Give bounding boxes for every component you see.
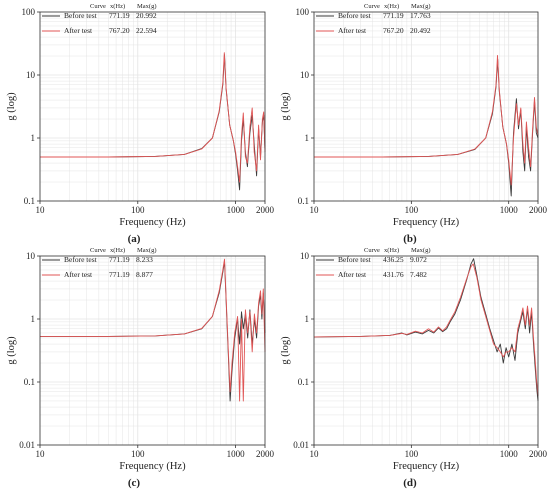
legend-x: 771.19	[109, 11, 130, 20]
axis-frame	[313, 11, 539, 202]
axis-frame	[39, 255, 266, 446]
plot-area	[314, 256, 538, 445]
legend-name: After test	[64, 270, 93, 279]
x-tick-label: 2000	[256, 449, 275, 459]
legend-max: 8.877	[136, 270, 153, 279]
legend-max: 7.482	[410, 270, 427, 279]
chart-panel-2: 10 100 1000 2000 0.1 1 10 100 Frequency (Hz) g (l…	[280, 3, 548, 228]
legend-x: 771.19	[383, 11, 404, 20]
legend-header-x: x(Hz)	[110, 247, 125, 254]
legend-x: 436.25	[383, 255, 404, 264]
x-tick-label: 10	[310, 449, 320, 459]
y-tick-label: 1	[31, 314, 36, 324]
legend-x: 431.76	[383, 270, 404, 279]
x-tick-label: 1000	[227, 449, 246, 459]
panel-label: (c)	[128, 477, 141, 489]
x-tick-label: 10	[36, 449, 46, 459]
x-tick-label: 1000	[500, 205, 519, 215]
legend-name: Before test	[64, 11, 98, 20]
legend-name: After test	[64, 26, 93, 35]
y-axis-label: g (log)	[280, 336, 291, 365]
series-line-after	[314, 54, 539, 186]
legend: Curve x(Hz) Max(g) Before test 771.19 8.233 Af…	[42, 247, 157, 279]
legend-header-max: Max(g)	[411, 247, 431, 254]
y-tick-label: 100	[22, 7, 36, 17]
y-tick-label: 0.1	[298, 196, 309, 206]
legend-header-max: Max(g)	[411, 3, 431, 10]
chart-panel-3: 10 100 1000 2000 0.01 0.1 1 10 Frequency (Hz) g (…	[6, 247, 275, 472]
legend-x: 767.20	[109, 26, 130, 35]
panel-label: (d)	[403, 477, 417, 489]
y-tick-label: 1	[305, 133, 310, 143]
legend-header-x: x(Hz)	[110, 3, 125, 10]
legend-x: 771.19	[109, 270, 130, 279]
x-tick-label: 2000	[529, 449, 548, 459]
x-tick-label: 10	[36, 205, 46, 215]
legend-header-curve: Curve	[364, 247, 380, 254]
x-tick-label: 100	[405, 205, 419, 215]
legend-header-max: Max(g)	[137, 247, 157, 254]
axis-frame	[313, 255, 539, 446]
axis-frame	[39, 11, 266, 202]
legend-name: After test	[338, 26, 367, 35]
y-tick-label: 10	[300, 70, 310, 80]
legend-header-max: Max(g)	[137, 3, 157, 10]
y-tick-label: 1	[31, 133, 36, 143]
y-axis-label: g (log)	[280, 92, 291, 121]
x-tick-label: 10	[310, 205, 320, 215]
y-tick-label: 10	[26, 70, 36, 80]
legend-max: 22.594	[136, 26, 157, 35]
legend-name: Before test	[338, 255, 372, 264]
x-tick-label: 100	[131, 449, 145, 459]
y-tick-label: 0.1	[24, 377, 35, 387]
y-tick-label: 1	[305, 314, 310, 324]
legend-header-curve: Curve	[90, 247, 106, 254]
series-line-after	[40, 52, 266, 183]
legend-name: Before test	[64, 255, 98, 264]
y-tick-label: 0.1	[24, 196, 35, 206]
series-line-after	[313, 263, 539, 397]
legend-max: 8.233	[136, 255, 153, 264]
x-tick-label: 100	[131, 205, 145, 215]
y-tick-label: 0.1	[298, 377, 309, 387]
legend-name: After test	[338, 270, 367, 279]
y-tick-label: 0.01	[19, 440, 35, 450]
chart-panel-1: 10 100 1000 2000 0.1 1 10 100 Frequency (Hz) g (l…	[6, 3, 275, 228]
legend-header-x: x(Hz)	[384, 3, 399, 10]
y-tick-label: 10	[300, 251, 310, 261]
y-tick-label: 100	[296, 7, 310, 17]
series-line-after	[40, 258, 266, 402]
y-tick-label: 0.01	[293, 440, 309, 450]
legend-max: 20.492	[410, 26, 431, 35]
chart-panel-4: 10 100 1000 2000 0.01 0.1 1 10 Frequency (Hz) g (…	[280, 247, 548, 472]
x-axis-label: Frequency (Hz)	[393, 217, 460, 228]
panel-label: (a)	[128, 233, 141, 245]
y-tick-label: 10	[26, 251, 36, 261]
legend-x: 767.20	[383, 26, 404, 35]
legend-max: 9.072	[410, 255, 427, 264]
x-tick-label: 1000	[227, 205, 246, 215]
x-tick-label: 100	[405, 449, 419, 459]
y-axis-label: g (log)	[6, 336, 17, 365]
y-axis-label: g (log)	[6, 92, 17, 121]
legend: Curve x(Hz) Max(g) Before test 771.19 17.763 A…	[316, 3, 431, 35]
plot-area	[40, 256, 265, 445]
legend-name: Before test	[338, 11, 372, 20]
x-axis-label: Frequency (Hz)	[393, 461, 460, 472]
legend-header-curve: Curve	[90, 3, 106, 10]
x-tick-label: 2000	[256, 205, 275, 215]
x-axis-label: Frequency (Hz)	[119, 217, 186, 228]
panel-label: (b)	[403, 233, 417, 245]
x-tick-label: 2000	[529, 205, 548, 215]
legend-max: 20.992	[136, 11, 157, 20]
legend-x: 771.19	[109, 255, 130, 264]
x-tick-label: 1000	[500, 449, 519, 459]
legend: Curve x(Hz) Max(g) Before test 771.19 20.992 A…	[42, 3, 157, 35]
legend-max: 17.763	[410, 11, 431, 20]
legend: Curve x(Hz) Max(g) Before test 436.25 9.072 Af…	[316, 247, 431, 279]
legend-header-x: x(Hz)	[384, 247, 399, 254]
x-axis-label: Frequency (Hz)	[119, 461, 186, 472]
legend-header-curve: Curve	[364, 3, 380, 10]
